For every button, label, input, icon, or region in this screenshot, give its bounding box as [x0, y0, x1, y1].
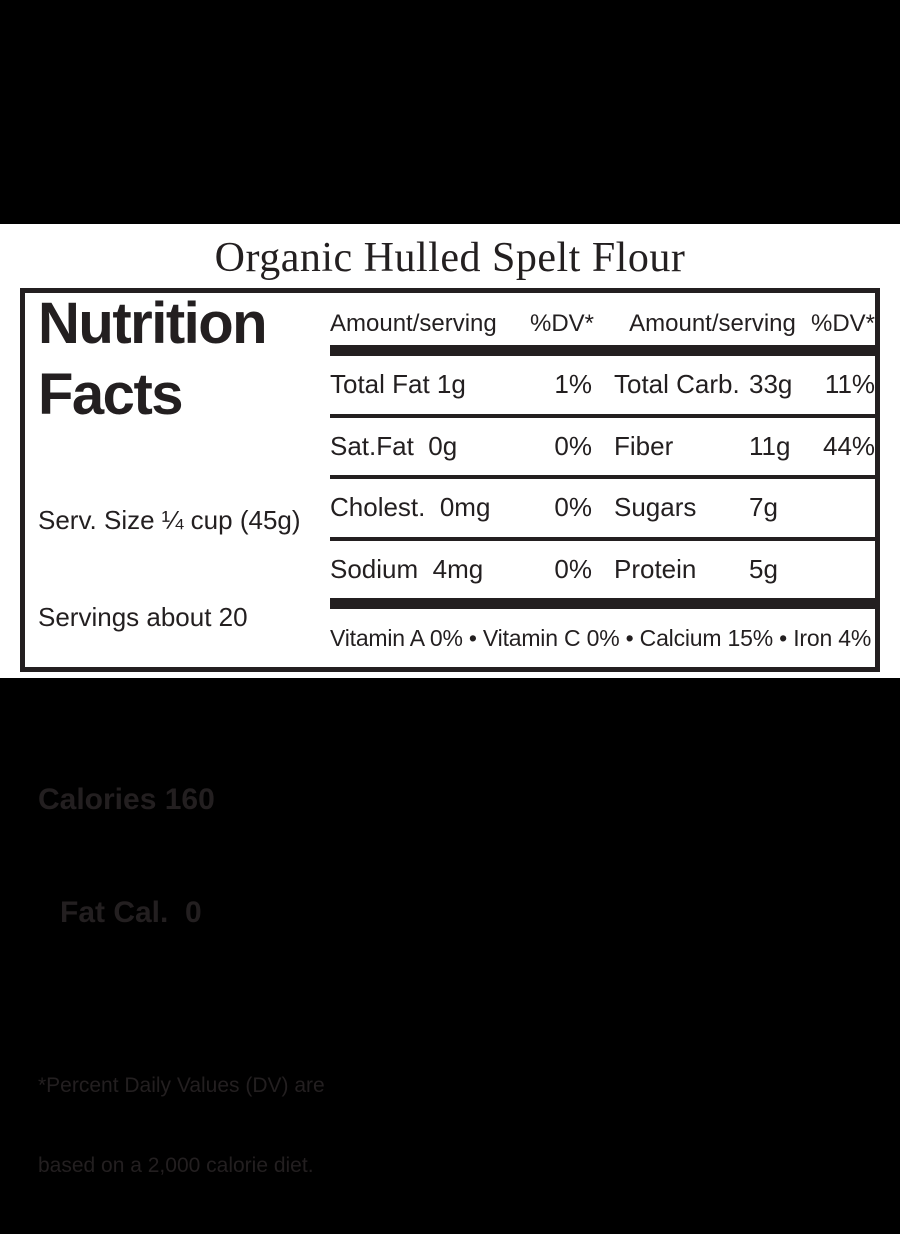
table-row: Cholest. 0mg 0% Sugars 7g: [330, 479, 876, 541]
calorie-info: Calories 160 Fat Cal. 0: [38, 705, 325, 1007]
product-title: Organic Hulled Spelt Flour: [214, 235, 686, 281]
heading-line-1: Nutrition: [38, 291, 268, 356]
label-panel: Organic Hulled Spelt Flour Nutrition Fac…: [0, 224, 900, 1177]
nutrient-left-label: Sat.Fat 0g: [330, 430, 458, 461]
nutrient-right-amount: 7g: [749, 492, 778, 523]
serving-info: Serv. Size ¼ cup (45g) Servings about 20: [38, 440, 325, 698]
nutrient-right-label: Fiber: [614, 430, 674, 461]
calories: Calories 160: [38, 782, 215, 816]
servings-count: Servings about 20: [38, 601, 248, 632]
header-amount-serving-left: Amount/serving: [330, 310, 497, 337]
nutrition-label-image: { "title": "Organic Hulled Spelt Flour",…: [0, 224, 900, 1178]
nutrient-right-dv: 44%: [822, 430, 876, 461]
divider-thick-bottom: [330, 598, 876, 610]
divider-thick-top: [330, 345, 876, 356]
nutrient-left-label: Cholest. 0mg: [330, 492, 491, 523]
table-row: Sodium 4mg 0% Protein 5g: [330, 541, 875, 599]
nutrient-left-dv: 0%: [554, 492, 592, 523]
footnote-line-2: based on a 2,000 calorie diet.: [38, 1154, 314, 1178]
nutrient-left-dv: 0%: [554, 430, 592, 461]
nutrient-left-dv: 0%: [554, 554, 592, 585]
daily-values-footnote: *Percent Daily Values (DV) are based on …: [38, 1019, 325, 1234]
table-row: Total Fat 1g 1% Total Carb. 33g 11%: [330, 356, 876, 418]
nutrient-left-dv: 1%: [554, 369, 592, 400]
nutrient-right-amount: 33g: [749, 369, 793, 400]
serving-size: Serv. Size ¼ cup (45g): [38, 504, 301, 535]
nutrient-left-label: Sodium 4mg: [330, 554, 484, 585]
nutrient-right-dv: 11%: [824, 369, 876, 400]
nutrient-right-label: Total Carb.: [614, 369, 740, 400]
header-dv-left: %DV*: [530, 310, 595, 337]
heading-line-2: Facts: [38, 361, 184, 427]
nutrition-facts-left-column: Nutrition Facts Serv. Size ¼ cup (45g) S…: [25, 291, 325, 1177]
table-row: Sat.Fat 0g 0% Fiber 11g 44%: [330, 418, 876, 480]
nutrition-facts-box: Nutrition Facts Serv. Size ¼ cup (45g) S…: [20, 288, 882, 1177]
table-header-row: Amount/serving %DV* Amount/serving %DV*: [330, 293, 875, 345]
vitamins-minerals-line: Vitamin A 0% • Vitamin C 0% • Calcium 15…: [330, 624, 872, 651]
nutrition-facts-heading: Nutrition Facts: [38, 289, 325, 431]
nutrient-left-label: Total Fat 1g: [330, 369, 466, 400]
footnote-line-1: *Percent Daily Values (DV) are: [38, 1073, 325, 1097]
nutrient-right-label: Sugars: [614, 492, 697, 523]
nutrients-table: Amount/serving %DV* Amount/serving %DV* …: [325, 293, 882, 667]
nutrient-right-amount: 11g: [749, 430, 791, 461]
nutrient-right-amount: 5g: [749, 554, 778, 585]
fat-calories: Fat Cal. 0: [60, 896, 202, 930]
nutrient-right-label: Protein: [614, 554, 697, 585]
header-amount-serving-right: Amount/serving: [629, 310, 796, 337]
header-dv-right: %DV*: [811, 310, 876, 337]
